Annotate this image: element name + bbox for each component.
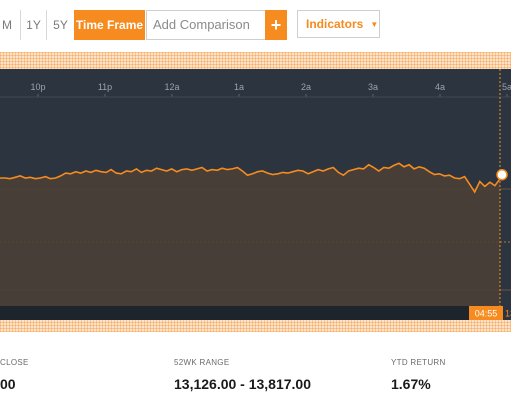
range-button-1y[interactable]: 1Y [20, 10, 46, 40]
stat-ytd-label: YTD RETURN [391, 358, 446, 367]
current-price-marker[interactable] [496, 168, 508, 181]
stat-close-label: CLOSE [0, 358, 29, 367]
range-button-5y[interactable]: 5Y [46, 10, 74, 40]
crosshair-price-badge [503, 306, 511, 320]
price-line [0, 162, 501, 194]
range-button-month[interactable]: M [2, 18, 12, 32]
chevron-down-icon: ▼ [370, 19, 379, 29]
stat-52wk-value: 13,126.00 - 13,817.00 [174, 376, 312, 392]
indicators-label: Indicators [306, 17, 364, 31]
indicators-dropdown[interactable]: Indicators ▼ [297, 10, 380, 38]
x-tick-label: 2a [301, 82, 311, 92]
stat-ytd-value: 1.67% [391, 376, 431, 392]
add-comparison-input[interactable] [147, 11, 261, 37]
stat-52wk-label: 52WK RANGE [174, 358, 230, 367]
x-tick-label: 10p [30, 82, 45, 92]
stats-row: CLOSE 00 52WK RANGE 13,126.00 - 13,817.0… [0, 358, 511, 400]
x-tick-label: 1a [234, 82, 244, 92]
range-selector: M 1Y 5Y Time Frame [0, 10, 145, 40]
x-tick-label: 4a [435, 82, 445, 92]
chart-area: 10p 11p 12a 1a 2a 3a 4a 5a 04:55 13 [0, 52, 511, 332]
x-tick-label: 5a [502, 82, 511, 92]
x-tick-label: 3a [368, 82, 378, 92]
price-chart[interactable]: 10p 11p 12a 1a 2a 3a 4a 5a 04:55 13 [0, 52, 511, 332]
stat-close-value: 00 [0, 376, 16, 392]
x-tick-label: 12a [164, 82, 179, 92]
chart-time-strip [0, 306, 511, 320]
time-frame-button[interactable]: Time Frame [74, 10, 145, 40]
crosshair-time-label: 04:55 [475, 309, 498, 319]
price-area-fill [0, 163, 500, 306]
crosshair-time-badge [469, 306, 503, 320]
chart-toolbar: M 1Y 5Y Time Frame + Indicators ▼ [0, 10, 511, 40]
add-comparison-button[interactable]: + [265, 10, 287, 40]
crosshair-price-label: 13 [505, 309, 511, 319]
x-tick-label: 11p [98, 82, 112, 92]
add-comparison-field [146, 10, 266, 40]
